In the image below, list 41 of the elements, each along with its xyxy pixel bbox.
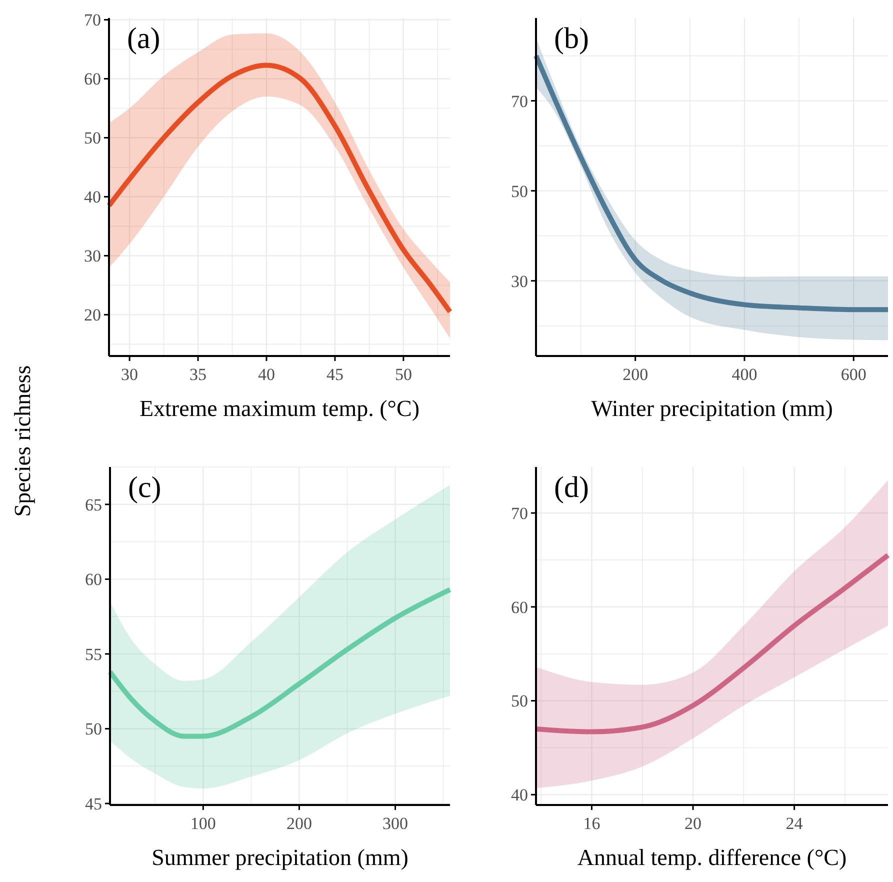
y-tick-label: 50 (511, 182, 528, 201)
annotation: (a) (127, 22, 160, 55)
y-tick-label: 40 (511, 786, 528, 805)
x-tick-label: 35 (190, 365, 207, 384)
x-tick-label: 300 (382, 814, 408, 833)
y-tick-label: 30 (84, 246, 101, 266)
x-tick-label: 50 (394, 365, 412, 384)
annotation: (c) (128, 471, 162, 504)
x-tick-label: 200 (622, 365, 648, 384)
y-tick-label: 50 (511, 692, 528, 711)
x-axis-title: Winter precipitation (mm) (591, 396, 833, 421)
y-tick-label: 70 (511, 92, 528, 111)
x-tick-label: 24 (786, 814, 804, 833)
x-axis-title: Summer precipitation (mm) (152, 845, 408, 870)
y-tick-label: 55 (85, 644, 102, 664)
x-tick-label: 100 (190, 814, 216, 833)
y-tick-label: 40 (84, 188, 101, 207)
x-tick-label: 45 (326, 365, 344, 384)
y-tick-label: 60 (85, 570, 102, 590)
x-axis-title: Extreme maximum temp. (°C) (139, 396, 420, 421)
y-tick-label: 50 (84, 128, 101, 148)
y-tick-label: 30 (511, 272, 528, 291)
annotation: (b) (554, 22, 589, 55)
y-tick-label: 45 (85, 794, 102, 814)
x-tick-label: 20 (684, 814, 702, 833)
y-tick-label: 50 (85, 720, 102, 739)
y-axis-title: Species richness (10, 365, 35, 517)
y-tick-label: 70 (84, 10, 101, 30)
x-tick-label: 16 (583, 814, 600, 833)
x-tick-label: 200 (286, 814, 312, 833)
y-tick-label: 60 (84, 70, 101, 89)
x-tick-label: 30 (121, 365, 138, 384)
x-tick-label: 40 (258, 365, 275, 384)
x-axis-title: Annual temp. difference (°C) (577, 845, 847, 870)
y-tick-label: 65 (85, 495, 102, 514)
y-tick-label: 60 (511, 598, 528, 617)
y-tick-label: 70 (511, 504, 528, 523)
x-tick-label: 400 (732, 365, 758, 384)
y-tick-label: 20 (84, 306, 101, 325)
annotation: (d) (554, 471, 589, 504)
x-tick-label: 600 (840, 365, 866, 384)
